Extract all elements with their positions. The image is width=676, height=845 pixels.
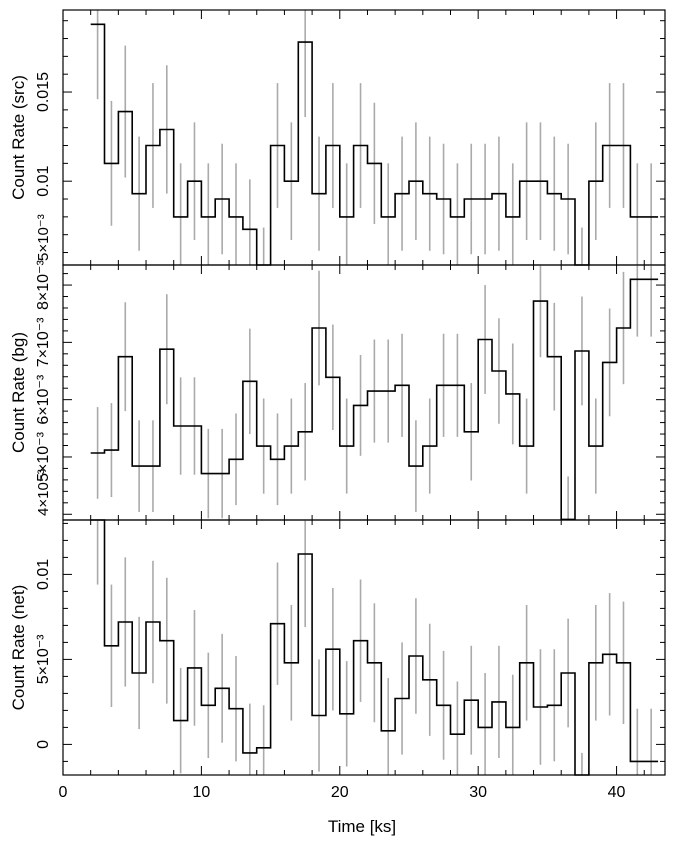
net-axis-ticks — [62, 520, 665, 775]
net-error-bars — [96, 520, 652, 775]
bg-y-tick-label: 7×10⁻³ — [35, 317, 52, 367]
src-y-tick-label: 0.01 — [35, 166, 52, 197]
src-axis-ticks — [62, 10, 665, 265]
bg-axis-ticks — [62, 265, 665, 520]
bg-y-tick-labels: 5×10⁻³ 6×10⁻³ 7×10⁻³ 8×10⁻³ 4×10⁻³ — [35, 260, 52, 516]
src-y-tick-label: 0.015 — [35, 72, 52, 112]
net-y-axis-label: Count Rate (net) — [9, 585, 28, 711]
src-y-edge-label: 5×10⁻³ — [35, 214, 52, 261]
x-tick-label: 40 — [608, 784, 626, 801]
bg-y-edge-label: 4×10⁻³ — [35, 469, 52, 516]
net-y-tick-label: 0.01 — [35, 559, 52, 590]
src-step-line — [90, 23, 659, 266]
x-tick-label: 10 — [192, 784, 210, 801]
x-axis-label: Time [ks] — [328, 817, 396, 836]
x-tick-label: 0 — [59, 784, 68, 801]
src-y-tick-labels: 0.01 0.015 5×10⁻³ — [35, 72, 52, 261]
net-plot-frame — [62, 519, 666, 776]
bg-y-axis-label: Count Rate (bg) — [9, 332, 28, 453]
panel-bg: 5×10⁻³ 6×10⁻³ 7×10⁻³ 8×10⁻³ 4×10⁻³ Count Rat… — [9, 260, 666, 521]
src-error-bars — [96, 10, 652, 265]
net-y-tick-label: 5×10⁻³ — [35, 634, 52, 684]
panel-net: 0 5×10⁻³ 0.01 Count Rate (net) 0 10 20 30 40 T… — [9, 519, 666, 836]
x-tick-label: 20 — [331, 784, 349, 801]
x-tick-label: 30 — [469, 784, 487, 801]
net-y-tick-labels: 0 5×10⁻³ 0.01 — [35, 559, 52, 749]
bg-step-line — [90, 278, 659, 521]
bg-y-tick-label: 5×10⁻³ — [35, 431, 52, 481]
bg-y-tick-label: 8×10⁻³ — [35, 260, 52, 310]
net-y-tick-label: 0 — [35, 740, 52, 749]
src-y-axis-label: Count Rate (src) — [9, 75, 28, 200]
net-step-line — [90, 519, 659, 776]
x-tick-labels: 0 10 20 30 40 — [59, 784, 626, 801]
bg-y-tick-label: 6×10⁻³ — [35, 374, 52, 424]
bg-error-bars — [96, 265, 652, 520]
panel-src: 0.01 0.015 5×10⁻³ Count Rate (src) — [9, 9, 666, 266]
